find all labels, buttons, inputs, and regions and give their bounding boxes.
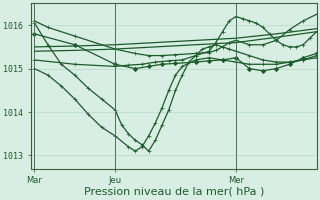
X-axis label: Pression niveau de la mer( hPa ): Pression niveau de la mer( hPa ) <box>84 187 264 197</box>
